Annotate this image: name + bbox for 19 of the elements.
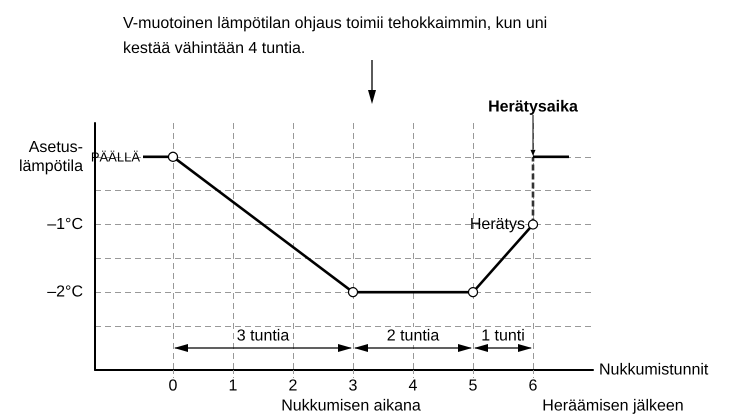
- y-tick-label: –2°C: [47, 284, 83, 301]
- text: Heräämisen jälkeen: [542, 398, 684, 414]
- annotation: Herätys: [470, 216, 525, 234]
- x-tick-label: 3: [348, 378, 358, 394]
- y-tick-label: Asetus- lämpötila: [18, 138, 84, 175]
- x-tick-label: 6: [528, 378, 538, 394]
- text: Herätysaika: [488, 98, 578, 116]
- text: Nukkumisen aikana: [281, 398, 421, 414]
- x-tick-label: 4: [408, 378, 418, 394]
- annotation: 1 tunti: [481, 328, 525, 344]
- x-axis-title: Nukkumistunnit: [599, 362, 709, 378]
- chart-title: V-muotoinen lämpötilan ohjaus toimii tehokkaimmin, kun uni kestää vähintään 4 tuntia.: [123, 15, 552, 57]
- y-tick-label: –1°C: [47, 216, 83, 234]
- x-tick-label: 5: [468, 378, 478, 394]
- annotation: 2 tuntia: [386, 328, 440, 344]
- annotation: 3 tuntia: [236, 328, 290, 344]
- x-tick-label: 0: [168, 378, 178, 394]
- x-tick-label: 2: [288, 378, 298, 394]
- x-tick-label: 1: [228, 378, 238, 394]
